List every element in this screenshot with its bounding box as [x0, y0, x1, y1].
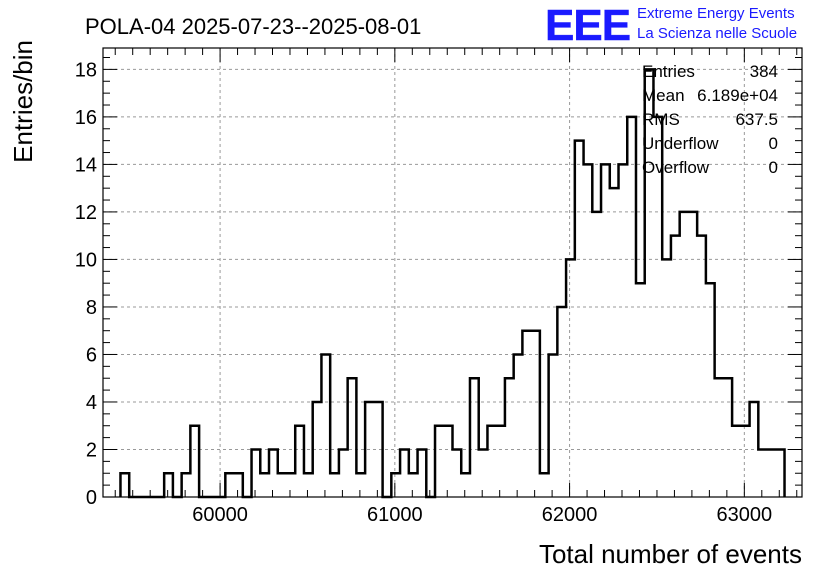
x-axis-title: Total number of events: [539, 539, 802, 569]
stats-box: Entries 384 Mean 6.189e+04 RMS 637.5 Und…: [642, 62, 778, 177]
histogram-bars: [119, 68, 786, 499]
y-tick-label: 18: [75, 59, 97, 81]
y-tick-label: 12: [75, 202, 97, 224]
x-tick-label: 62000: [542, 504, 598, 526]
stats-overflow-label: Overflow: [642, 158, 710, 177]
stats-underflow-value: 0: [769, 134, 778, 153]
stats-rms-label: RMS: [642, 110, 680, 129]
y-tick-label: 8: [86, 297, 97, 319]
stats-rms-value: 637.5: [735, 110, 778, 129]
stats-overflow-value: 0: [769, 158, 778, 177]
stats-mean-value: 6.189e+04: [697, 86, 778, 105]
y-tick-label: 10: [75, 249, 97, 271]
histogram-outline: [119, 68, 786, 499]
axes: 60000 61000 62000 63000 0 2 4 6 8 10 12 14 16 18: [75, 47, 803, 526]
stats-mean-label: Mean: [642, 86, 685, 105]
plot-frame: [102, 47, 803, 498]
y-tick-label: 16: [75, 107, 97, 129]
y-tick-label: 2: [86, 439, 97, 461]
y-axis-title: Entries/bin: [8, 40, 38, 163]
x-tick-label: 60000: [192, 504, 248, 526]
x-tick-label: 63000: [717, 504, 773, 526]
y-tick-label: 6: [86, 344, 97, 366]
stats-entries-value: 384: [750, 62, 778, 81]
y-tick-label: 14: [75, 154, 97, 176]
y-tick-label: 0: [86, 487, 97, 509]
eee-logo: EEE Extreme Energy Events La Scienza nel…: [545, 1, 797, 51]
grid: [103, 48, 802, 497]
logo-mark: EEE: [545, 1, 630, 50]
chart-title: POLA-04 2025-07-23--2025-08-01: [85, 14, 421, 39]
stats-entries-label: Entries: [642, 62, 695, 81]
logo-line2: La Scienza nelle Scuole: [637, 25, 797, 42]
logo-line1: Extreme Energy Events: [637, 5, 795, 22]
y-tick-label: 4: [86, 392, 97, 414]
x-tick-label: 61000: [367, 504, 423, 526]
stats-underflow-label: Underflow: [642, 134, 719, 153]
